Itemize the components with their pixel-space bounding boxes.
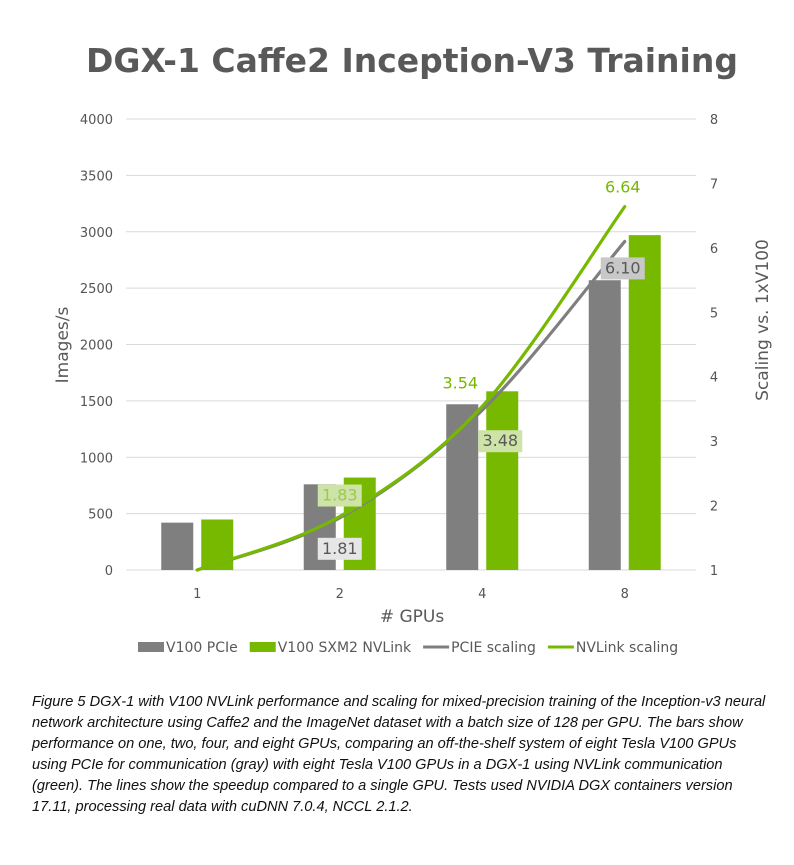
y2-tick-label: 3 xyxy=(710,435,718,450)
legend-swatch xyxy=(138,642,164,652)
data-label: 3.48 xyxy=(482,431,518,450)
data-label-bg xyxy=(478,430,523,453)
y2-axis-title: Scaling vs. 1xV100 xyxy=(753,239,773,401)
legend: V100 PCIe V100 SXM2 NVLink PCIE scaling NVL… xyxy=(138,640,678,656)
grid xyxy=(126,118,696,571)
legend-label: NVLink scaling xyxy=(576,640,678,656)
y2-tick-label: 1 xyxy=(710,564,718,579)
data-label-bg xyxy=(317,484,362,507)
bars xyxy=(161,235,661,570)
y2-tick-label: 2 xyxy=(710,500,718,515)
x-axis-ticks: 1 2 4 8 xyxy=(193,587,629,602)
data-label-bg xyxy=(600,257,645,280)
y-tick-label: 1500 xyxy=(80,395,113,410)
figure-caption: Figure 5 DGX-1 with V100 NVLink performa… xyxy=(32,694,766,815)
x-tick-label: 1 xyxy=(193,587,201,602)
x-tick-label: 8 xyxy=(621,587,629,602)
y-tick-label: 3500 xyxy=(80,169,113,184)
bar xyxy=(446,404,479,570)
data-label: 6.64 xyxy=(605,178,641,197)
y2-tick-label: 8 xyxy=(710,113,718,128)
x-tick-label: 2 xyxy=(336,587,344,602)
y-tick-label: 0 xyxy=(105,564,113,579)
y-tick-label: 500 xyxy=(88,508,113,523)
line-nvlink-scaling xyxy=(195,205,627,572)
data-label: 1.83 xyxy=(322,486,358,505)
bar xyxy=(161,522,194,570)
legend-label: PCIE scaling xyxy=(451,640,536,656)
bar xyxy=(588,280,621,570)
left-axis-ticks: 0 500 1000 1500 2000 2500 3000 3500 4000 xyxy=(80,113,113,579)
data-label: 1.81 xyxy=(322,539,358,558)
y2-tick-label: 5 xyxy=(710,306,718,321)
data-label-bg xyxy=(317,537,362,560)
x-axis-title: # GPUs xyxy=(380,607,445,627)
y-axis-title: Images/s xyxy=(53,307,73,384)
y-tick-label: 3000 xyxy=(80,226,113,241)
x-tick-label: 4 xyxy=(478,587,486,602)
line-pcie-scaling xyxy=(195,239,627,572)
data-label: 6.10 xyxy=(605,258,641,277)
y2-tick-label: 4 xyxy=(710,371,718,386)
y-tick-label: 2500 xyxy=(80,282,113,297)
data-label: 3.54 xyxy=(442,373,478,392)
bar xyxy=(628,235,661,570)
y-tick-label: 2000 xyxy=(80,339,113,354)
legend-swatch xyxy=(249,642,276,652)
legend-label: V100 PCIe xyxy=(166,640,238,656)
bar xyxy=(486,391,519,570)
lines xyxy=(195,205,627,572)
point-labels: 1.81 3.48 6.10 1.83 3.54 6.64 xyxy=(317,178,645,560)
y-tick-label: 1000 xyxy=(80,451,113,466)
y-tick-label: 4000 xyxy=(80,113,113,128)
chart: DGX-1 Caffe2 Inception-V3 Training 1.81 3… xyxy=(53,41,773,656)
legend-label: V100 SXM2 NVLink xyxy=(278,640,412,656)
y2-tick-label: 7 xyxy=(710,177,718,192)
y2-tick-label: 6 xyxy=(710,242,718,257)
chart-title: DGX-1 Caffe2 Inception-V3 Training xyxy=(86,41,738,80)
right-axis-ticks: 1 2 3 4 5 6 7 8 xyxy=(710,113,718,579)
